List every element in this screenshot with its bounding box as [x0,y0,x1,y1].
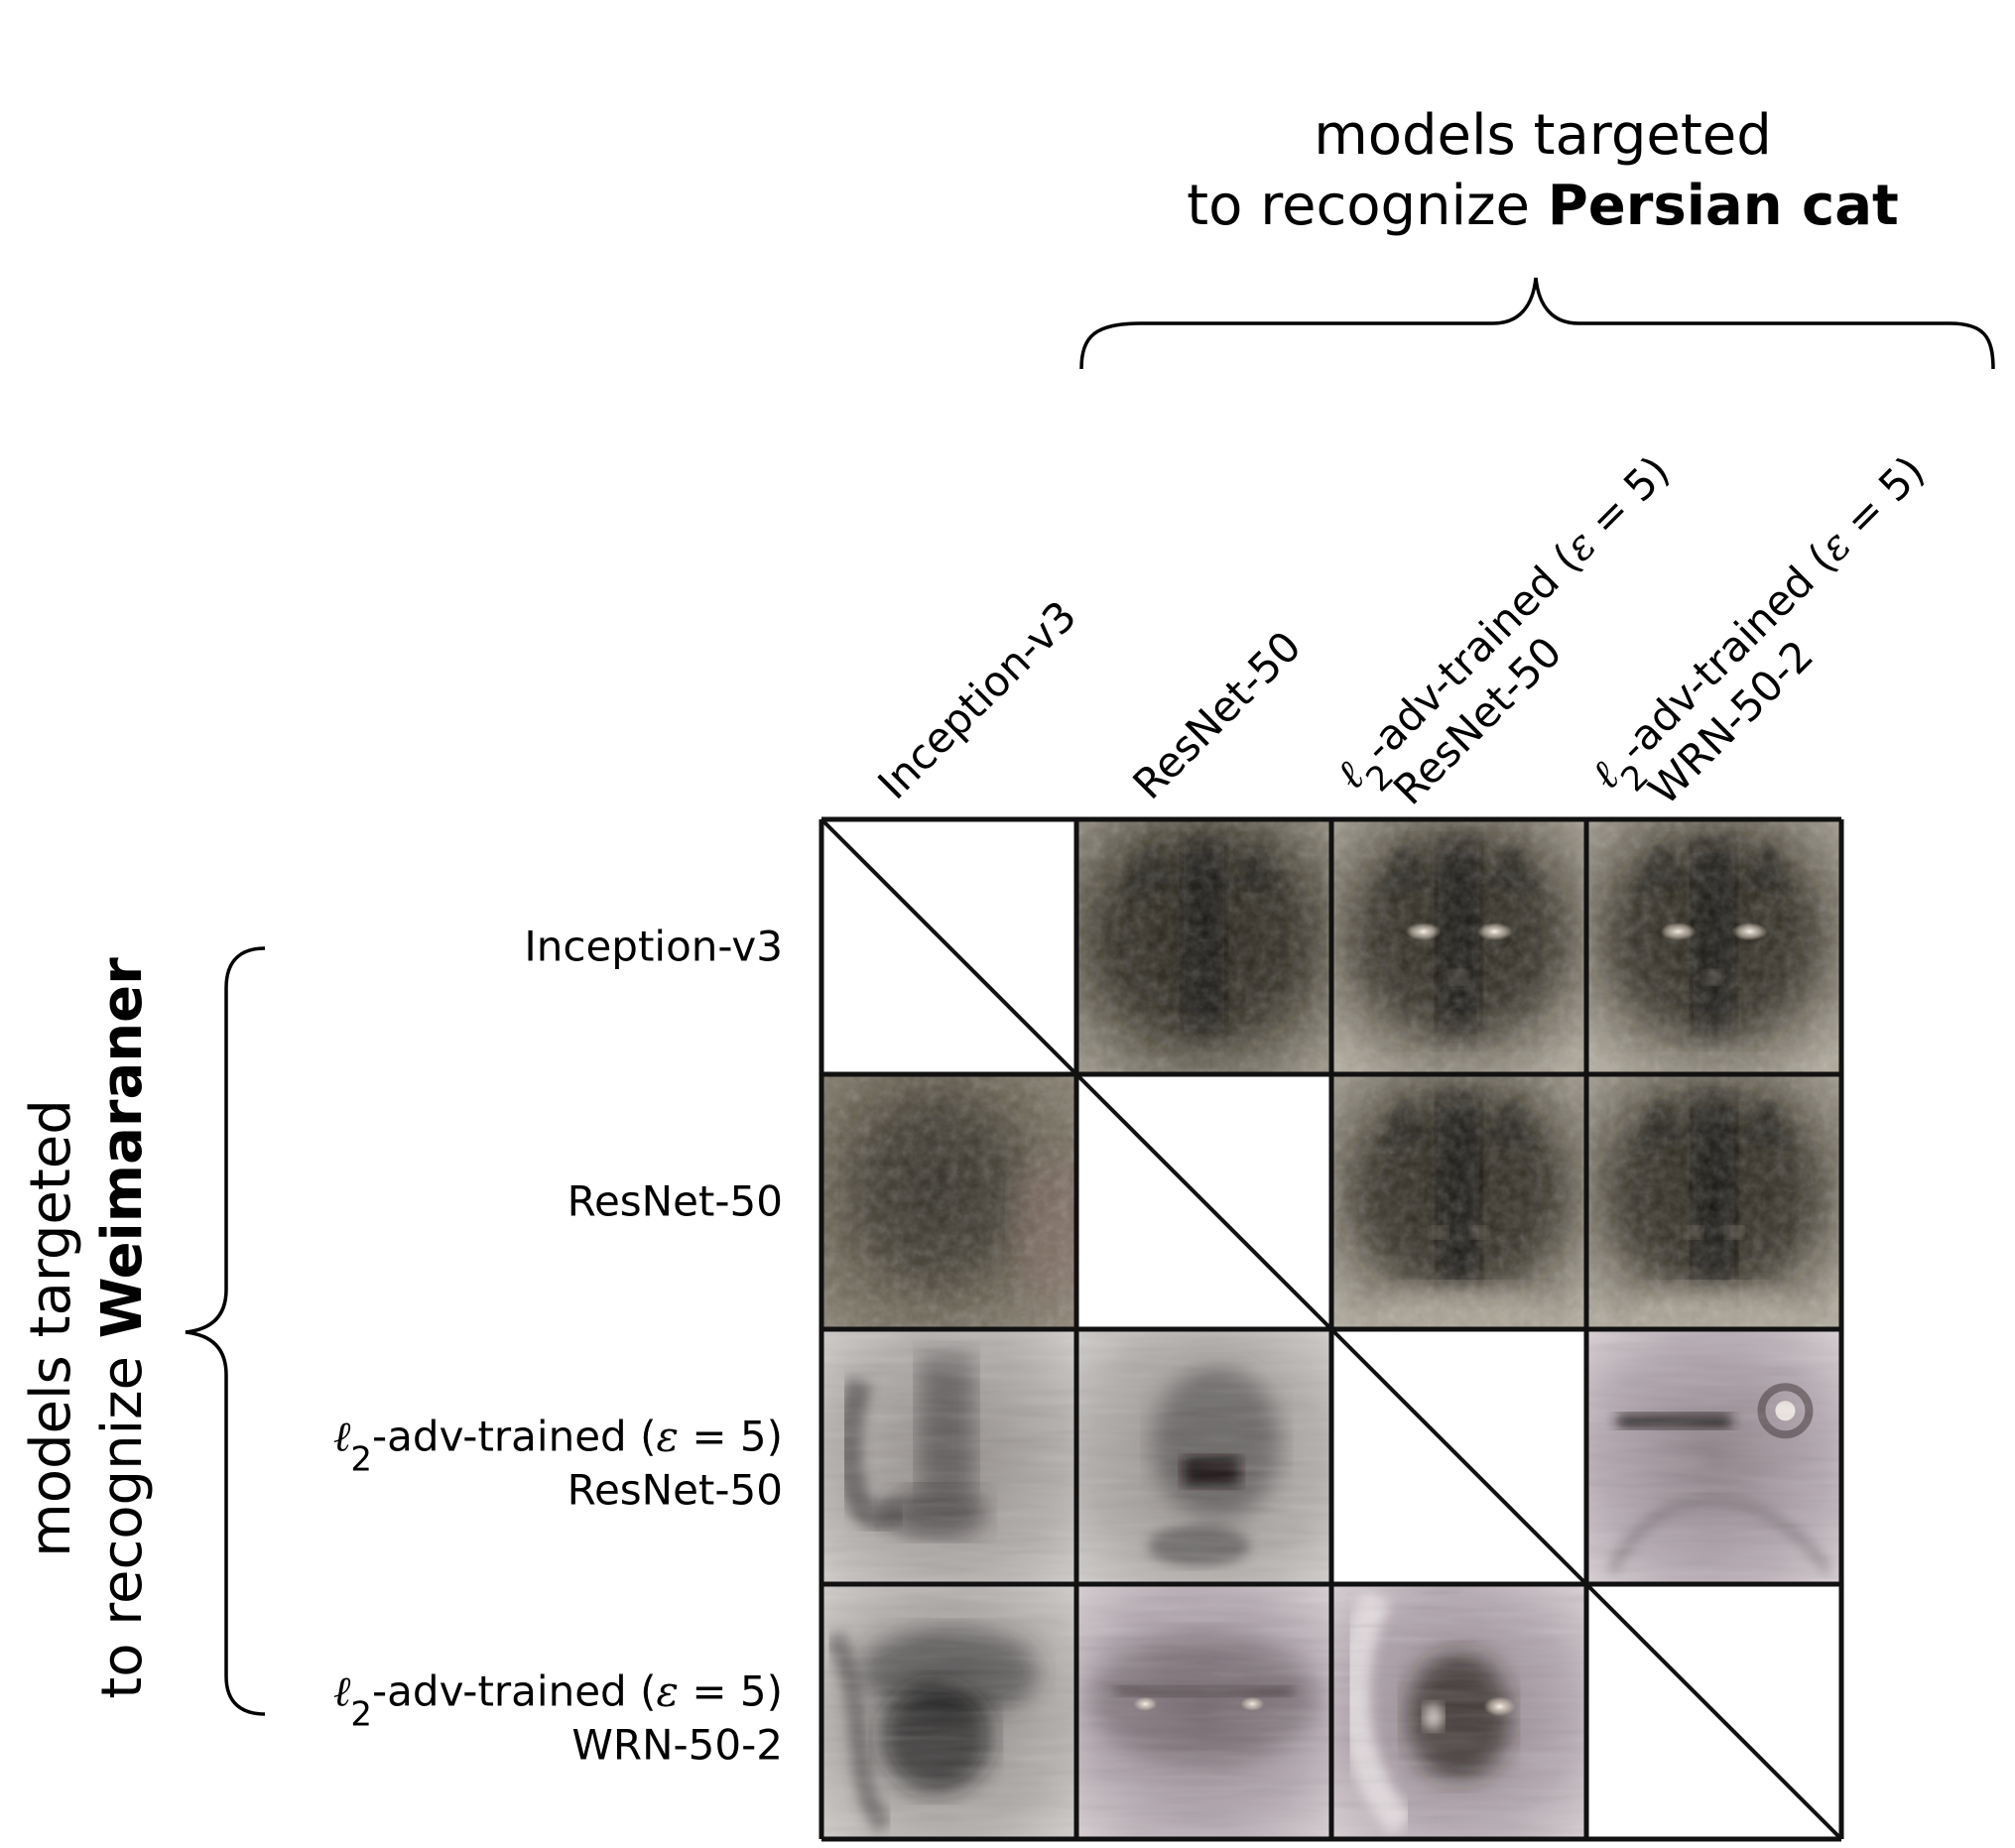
diagonal-slash [1074,1072,1333,1331]
image-grid [819,817,1843,1841]
row-label-line1: ℓ2-adv-trained (ε = 5) [333,1667,783,1735]
column-label-text: Inception-v3 [868,591,1085,808]
diagonal-empty-cell [1584,1582,1843,1841]
adv-trained-text: -adv-trained ( [372,1667,656,1716]
diagonal-empty-cell [1329,1327,1588,1586]
adv-trained-text: -adv-trained ( [372,1413,656,1461]
column-labels: Inception-v3 ResNet-50 ℓ2-adv-trained (ε =… [868,446,1934,814]
generated-image-adv-resnet-to-inception [821,1329,1076,1584]
row-label-line2: WRN-50-2 [571,1721,783,1770]
top-group-target-class: Persian cat [1548,174,1899,238]
left-group-target-class: Weimaraner [90,957,155,1338]
generated-image-adv-wrn-to-inception [821,1584,1076,1839]
generated-image-resnet-to-adv-wrn [1586,1074,1841,1347]
row-label-line2: ResNet-50 [567,1466,783,1515]
epsilon-symbol: ε [656,1667,679,1716]
row-label-resnet: ResNet-50 [567,1177,783,1226]
epsilon-symbol: ε [656,1413,679,1461]
left-brace [185,946,266,1716]
generated-image-inception-to-adv-wrn [1586,819,1841,1074]
generated-image-inception-to-adv-resnet [1331,819,1586,1074]
epsilon-value: = 5) [679,1413,783,1461]
generated-image-adv-wrn-to-resnet [1076,1584,1331,1839]
norm-subscript: 2 [350,1695,372,1735]
left-group-line2: to recognize Weimaraner [90,957,155,1699]
generated-image-adv-resnet-to-resnet [1076,1329,1331,1584]
epsilon-value: = 5) [679,1667,783,1716]
top-group-line1: models targeted [1314,103,1772,168]
generated-image-resnet-to-adv-resnet [1331,1074,1586,1347]
norm-symbol: ℓ [333,1413,351,1461]
norm-subscript: 2 [350,1440,372,1480]
row-label-adv-wrn: ℓ2-adv-trained (ε = 5)WRN-50-2 [333,1667,783,1770]
generated-image-inception-to-resnet [1076,819,1331,1074]
column-label-text: ResNet-50 [1123,622,1310,808]
top-group-line2-prefix: to recognize [1187,174,1548,238]
generated-image-resnet-to-inception [821,1074,1089,1329]
column-label-resnet: ResNet-50 [1123,622,1310,808]
column-label-inception: Inception-v3 [868,591,1085,808]
row-label-adv-resnet: ℓ2-adv-trained (ε = 5)ResNet-50 [333,1413,783,1515]
norm-symbol: ℓ [333,1667,351,1716]
row-label-text: ResNet-50 [567,1177,783,1226]
top-group-line2: to recognize Persian cat [1187,174,1899,238]
diagonal-slash [819,817,1078,1076]
left-group-label: models targeted to recognize Weimaraner [19,957,155,1699]
grid-frame [819,816,1844,1842]
top-brace [1079,277,1995,370]
top-group-label: models targeted to recognize Persian cat [1187,103,1899,238]
diagonal-slash [1329,1327,1588,1586]
left-group-line2-prefix: to recognize [90,1338,155,1699]
generated-image-adv-resnet-to-adv-wrn [1586,1329,1841,1584]
left-group-line1: models targeted [19,1099,83,1557]
row-label-text: Inception-v3 [524,923,783,971]
diagonal-empty-cell [819,817,1078,1076]
diagonal-empty-cell [1074,1072,1333,1331]
diagonal-slash [1584,1582,1843,1841]
row-label-line1: ℓ2-adv-trained (ε = 5) [333,1413,783,1480]
generated-image-adv-wrn-to-adv-resnet [1331,1584,1586,1839]
row-label-inception: Inception-v3 [524,923,783,971]
